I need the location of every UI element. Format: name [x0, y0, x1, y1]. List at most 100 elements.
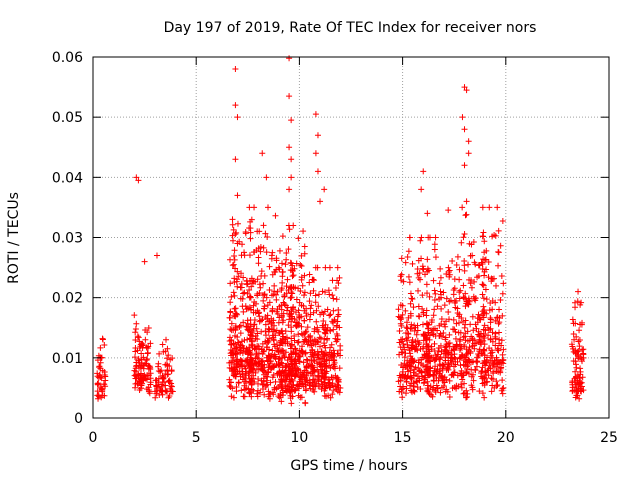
data-point — [424, 256, 431, 263]
data-point — [333, 330, 340, 337]
data-point — [260, 297, 267, 304]
data-point — [475, 273, 482, 280]
data-point — [163, 355, 170, 362]
data-point — [572, 368, 579, 375]
data-point — [458, 367, 465, 374]
data-point — [463, 394, 469, 401]
data-point — [312, 299, 319, 306]
data-point — [279, 330, 286, 337]
data-point — [306, 279, 313, 286]
data-point — [302, 329, 309, 336]
data-point — [396, 339, 403, 346]
data-point — [135, 357, 142, 364]
data-point — [485, 258, 492, 265]
data-point — [442, 357, 449, 364]
data-point — [410, 387, 417, 394]
data-point — [445, 340, 452, 347]
data-point — [459, 376, 466, 383]
data-point — [99, 335, 106, 342]
data-point — [460, 334, 467, 341]
data-point — [280, 392, 287, 399]
data-point — [245, 361, 252, 368]
data-point — [159, 341, 166, 348]
data-point — [299, 348, 306, 355]
data-point — [262, 321, 269, 328]
data-point — [416, 313, 423, 320]
data-point — [418, 255, 425, 262]
data-point — [317, 343, 324, 350]
data-point — [239, 376, 246, 383]
data-point — [409, 296, 416, 303]
data-point — [449, 258, 456, 265]
data-point — [259, 365, 266, 372]
data-point — [477, 316, 484, 323]
data-point — [287, 295, 294, 302]
data-point — [247, 235, 254, 242]
data-point — [132, 337, 139, 344]
data-point — [493, 378, 500, 385]
data-point — [278, 369, 285, 376]
data-point — [230, 394, 237, 401]
data-point — [580, 350, 587, 357]
data-point — [254, 228, 261, 235]
data-point — [407, 300, 414, 307]
data-point — [134, 347, 141, 354]
data-point — [446, 343, 453, 350]
data-point — [301, 292, 308, 299]
data-point — [243, 281, 250, 288]
data-point — [487, 300, 494, 307]
data-point — [262, 230, 269, 237]
data-point — [147, 340, 154, 347]
data-point — [460, 318, 467, 325]
data-point — [167, 388, 174, 395]
data-point — [420, 331, 427, 338]
data-point — [234, 220, 241, 227]
data-point — [234, 283, 241, 290]
data-point — [301, 289, 308, 296]
data-point — [463, 211, 470, 218]
data-point — [487, 315, 494, 322]
data-point — [572, 304, 579, 311]
data-point — [101, 392, 108, 399]
data-point — [332, 372, 339, 379]
data-point — [473, 363, 480, 370]
data-point — [483, 296, 490, 303]
data-point — [292, 351, 299, 358]
data-point — [459, 204, 466, 211]
data-point — [407, 290, 414, 297]
data-point — [249, 277, 256, 284]
data-point — [284, 276, 291, 283]
data-point — [244, 280, 251, 287]
data-point — [138, 340, 145, 347]
data-point — [479, 308, 486, 315]
data-point — [294, 339, 301, 346]
data-point — [153, 377, 160, 384]
data-point — [408, 295, 415, 302]
data-point — [577, 380, 584, 387]
data-point — [500, 346, 507, 353]
data-point — [492, 342, 499, 349]
data-point — [478, 259, 485, 266]
data-point — [320, 317, 327, 324]
data-point — [424, 268, 431, 275]
data-point — [232, 324, 239, 331]
data-point — [414, 384, 421, 391]
data-point — [96, 363, 103, 370]
data-point — [456, 295, 463, 302]
data-point — [159, 387, 166, 394]
data-point — [307, 290, 314, 297]
data-point — [481, 374, 488, 381]
data-point — [409, 260, 416, 267]
data-point — [101, 342, 108, 349]
data-point — [471, 259, 478, 266]
data-point — [418, 360, 425, 367]
data-point — [405, 331, 412, 338]
data-point — [244, 336, 251, 343]
data-point — [229, 216, 236, 223]
data-point — [287, 311, 294, 318]
data-point — [144, 350, 151, 357]
data-point — [450, 291, 457, 298]
data-point — [303, 328, 310, 335]
data-point — [325, 392, 332, 399]
